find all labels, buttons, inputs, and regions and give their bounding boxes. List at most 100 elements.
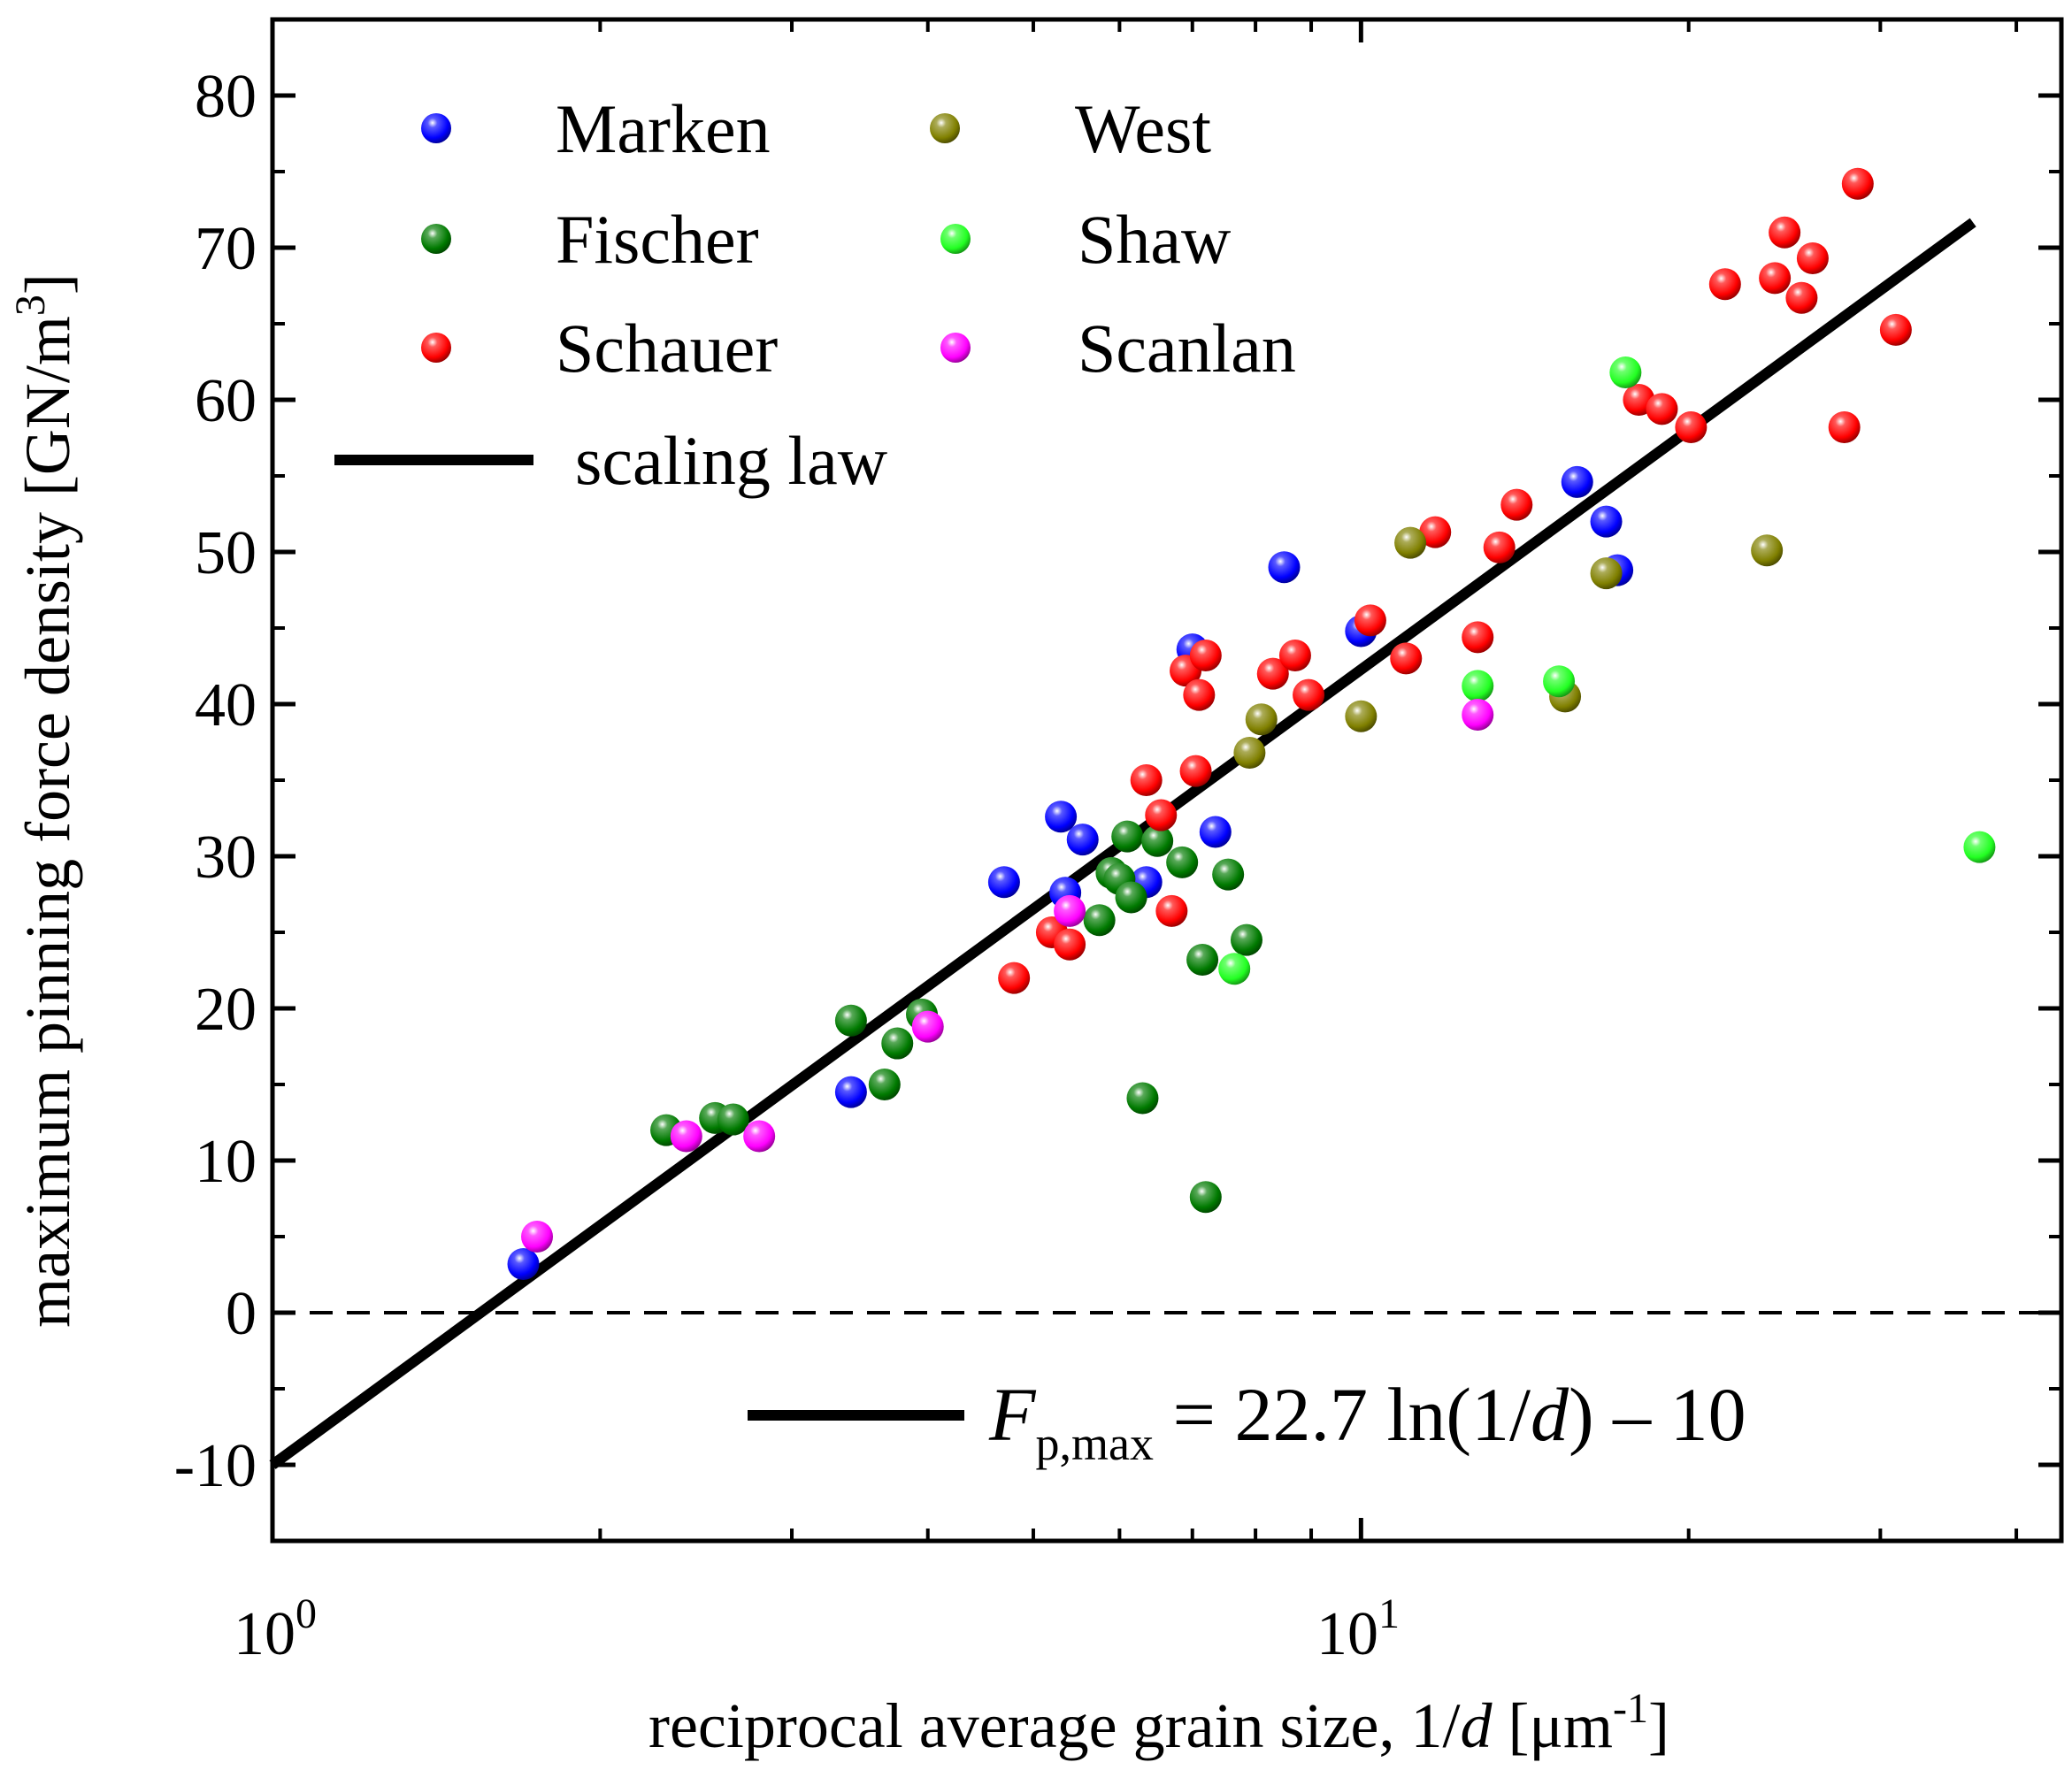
x-tick-label: 101 — [1316, 1590, 1400, 1668]
data-point — [1879, 313, 1912, 346]
legend-marker-fischer — [421, 224, 451, 254]
data-point — [1126, 1082, 1159, 1115]
data-point — [1796, 242, 1829, 275]
data-point — [1054, 894, 1086, 927]
data-point — [1354, 604, 1386, 637]
equation-annotation: Fp,max = 22.7 ln(1/d) – 10 — [748, 1372, 1746, 1470]
data-point — [1646, 393, 1678, 425]
data-point — [1462, 670, 1494, 702]
data-point — [1543, 665, 1576, 698]
data-point — [1083, 904, 1116, 937]
legend-label-schauer: Schauer — [556, 310, 778, 387]
data-point — [1066, 824, 1099, 856]
axes — [270, 17, 2064, 1544]
data-point — [1828, 410, 1861, 443]
data-point — [1256, 657, 1289, 690]
series-fischer — [650, 820, 1262, 1214]
data-point — [1462, 699, 1494, 732]
data-point — [1675, 410, 1707, 443]
data-point — [987, 866, 1020, 899]
y-tick-label: 50 — [195, 519, 257, 587]
legend-label-west: West — [1075, 90, 1211, 167]
data-point — [911, 1010, 944, 1043]
data-point — [1145, 799, 1178, 831]
data-point — [1390, 642, 1423, 675]
data-point — [1268, 551, 1301, 584]
y-axis-title: maximum pinning force density [GN/m3] — [7, 273, 83, 1328]
legend-label-scanlan: Scanlan — [1078, 310, 1296, 387]
legend-marker-shaw — [940, 224, 971, 254]
data-point — [1785, 281, 1818, 314]
data-point — [1769, 216, 1801, 249]
y-tick-label: 0 — [226, 1280, 257, 1348]
y-tick-label: 60 — [195, 367, 257, 435]
series-shaw — [1218, 356, 1996, 985]
data-point — [1963, 831, 1996, 863]
data-point — [670, 1120, 702, 1153]
data-point — [1708, 268, 1741, 301]
y-tick-label: 80 — [195, 63, 257, 131]
data-point — [1189, 1181, 1222, 1214]
data-point — [1212, 858, 1245, 891]
data-point — [507, 1247, 540, 1280]
data-point — [1483, 531, 1516, 563]
legend-label-fischer: Fischer — [556, 201, 759, 278]
y-tick-label: 20 — [195, 976, 257, 1044]
legend-label-marken: Marken — [556, 90, 771, 167]
legend: Marken Fischer Schauer West Shaw Scanlan… — [334, 90, 1296, 499]
data-point — [521, 1221, 554, 1253]
data-point — [1186, 943, 1219, 976]
series-schauer — [998, 167, 1912, 994]
data-point — [1751, 534, 1784, 567]
legend-marker-west — [930, 113, 960, 143]
y-tick-label: 30 — [195, 824, 257, 892]
legend-label-shaw: Shaw — [1078, 201, 1231, 278]
data-point — [1189, 639, 1222, 671]
data-point — [1841, 167, 1874, 200]
data-point — [1230, 923, 1262, 956]
data-point — [1141, 824, 1174, 857]
data-point — [1233, 737, 1266, 770]
data-point — [1218, 953, 1251, 985]
legend-marker-scanlan — [940, 333, 971, 363]
data-point — [881, 1027, 914, 1060]
data-point — [1155, 894, 1188, 927]
data-point — [868, 1069, 901, 1100]
y-tick-label: 70 — [195, 215, 257, 283]
y-tick-label: -10 — [174, 1432, 257, 1500]
data-point — [834, 1004, 867, 1037]
data-point — [1054, 928, 1086, 961]
series-west — [1233, 526, 1784, 770]
y-tick-label: 10 — [195, 1128, 257, 1196]
data-point — [1561, 465, 1593, 498]
x-tick-label: 100 — [234, 1590, 317, 1668]
data-point — [1278, 639, 1311, 671]
legend-label-scaling-law: scaling law — [575, 422, 887, 499]
legend-marker-marken — [421, 113, 451, 143]
data-point — [717, 1103, 749, 1136]
data-point — [1199, 816, 1232, 848]
data-point — [1166, 846, 1199, 878]
data-point — [1183, 678, 1216, 711]
y-tick-labels: -10 0 10 20 30 40 50 60 70 80 — [174, 63, 257, 1500]
data-point — [1394, 526, 1427, 559]
x-axis-title: reciprocal average grain size, 1/d [μm-1… — [648, 1685, 1669, 1761]
data-point — [1759, 262, 1792, 295]
data-point — [1045, 801, 1078, 833]
data-point — [1462, 621, 1494, 654]
data-point — [1111, 820, 1144, 853]
data-point — [1345, 700, 1377, 732]
equation-text: Fp,max = 22.7 ln(1/d) – 10 — [988, 1372, 1746, 1470]
data-point — [1500, 488, 1533, 521]
data-point — [743, 1120, 776, 1153]
data-point — [834, 1076, 867, 1108]
data-point — [1130, 764, 1163, 796]
series-scanlan — [521, 699, 1494, 1253]
data-point — [1590, 505, 1623, 538]
data-point — [1115, 881, 1147, 914]
legend-marker-schauer — [421, 333, 451, 363]
data-point — [1419, 516, 1452, 548]
data-points — [507, 167, 1996, 1280]
data-point — [1179, 755, 1212, 787]
